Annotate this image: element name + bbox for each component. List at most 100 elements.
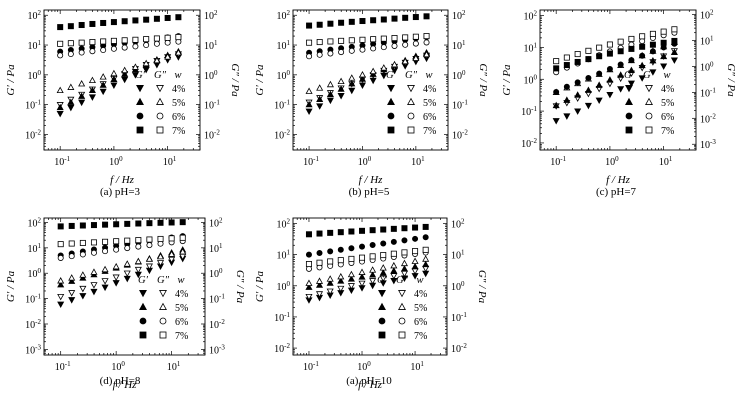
data-point xyxy=(121,76,129,84)
data-point xyxy=(359,36,366,43)
data-point xyxy=(110,69,118,77)
data-point xyxy=(628,35,635,42)
series-g-5- xyxy=(57,247,187,284)
y-tick-label-right: 100 xyxy=(209,267,223,280)
data-point xyxy=(617,71,625,78)
x-tick-label: 100 xyxy=(358,155,372,168)
data-point xyxy=(596,53,603,60)
legend-header-g-loss: G″ xyxy=(396,275,409,286)
data-point xyxy=(584,86,592,93)
data-point xyxy=(78,39,85,46)
data-point xyxy=(123,275,131,283)
data-point xyxy=(412,248,419,255)
data-point xyxy=(327,20,334,27)
series-g-7- xyxy=(553,37,678,72)
data-point xyxy=(422,260,430,268)
data-point xyxy=(99,88,107,96)
legend-marker-filled xyxy=(136,126,144,134)
data-point xyxy=(401,249,408,256)
data-point xyxy=(337,93,345,100)
series-g-4- xyxy=(57,253,187,301)
data-point xyxy=(402,14,409,21)
legend-marker-open xyxy=(407,97,415,105)
data-point xyxy=(563,113,571,120)
data-point xyxy=(164,39,171,46)
plot-frame xyxy=(292,217,448,356)
data-point xyxy=(628,45,635,52)
series-g-4- xyxy=(552,48,678,110)
data-point xyxy=(347,270,355,278)
data-point xyxy=(338,37,345,44)
data-point xyxy=(67,23,74,30)
legend-label: 7% xyxy=(423,126,436,137)
y-axis-title-right: G″ / Pa xyxy=(477,63,489,97)
legend-marker-open xyxy=(156,126,164,134)
data-point xyxy=(660,52,668,60)
data-point xyxy=(660,39,667,46)
legend-label: 4% xyxy=(661,84,674,95)
x-tick-label: 100 xyxy=(109,155,123,168)
series-g-4- xyxy=(305,270,430,304)
data-point xyxy=(412,235,419,242)
data-point xyxy=(563,83,570,90)
data-point xyxy=(121,66,129,74)
data-point xyxy=(390,267,398,274)
data-point xyxy=(179,234,186,241)
y-tick-label-right: 101 xyxy=(700,35,714,48)
data-point xyxy=(337,85,345,92)
data-point xyxy=(174,48,182,56)
data-point xyxy=(78,99,86,107)
data-point xyxy=(337,77,345,85)
y-tick-label-left: 10-2 xyxy=(25,318,41,331)
data-point xyxy=(131,63,139,70)
data-point xyxy=(660,63,668,70)
series-g-5- xyxy=(56,48,182,94)
data-point xyxy=(67,40,74,47)
data-point xyxy=(135,243,142,250)
data-point xyxy=(79,271,87,278)
y-axis-title-left: G′ / Pa xyxy=(5,64,17,96)
data-point xyxy=(617,86,625,93)
panel-caption: (a) pH=10 xyxy=(346,375,392,387)
data-point xyxy=(68,253,75,260)
legend-marker-filled xyxy=(378,290,386,298)
data-point xyxy=(358,273,366,280)
data-point xyxy=(411,268,419,275)
data-point xyxy=(305,293,313,301)
legend-label: 4% xyxy=(172,84,185,95)
series-g-5- xyxy=(552,38,678,95)
y-tick-label-left: 10-1 xyxy=(521,105,537,118)
data-point xyxy=(135,220,142,227)
data-point xyxy=(110,37,117,44)
data-point xyxy=(649,48,656,55)
data-point xyxy=(563,54,570,61)
data-point xyxy=(574,108,582,115)
data-point xyxy=(327,229,334,236)
data-point xyxy=(315,281,324,288)
x-tick-label: 10-1 xyxy=(55,360,71,373)
legend-marker-open xyxy=(645,112,653,120)
legend-label: 7% xyxy=(175,331,188,342)
data-point xyxy=(627,80,635,88)
legend-label: 5% xyxy=(172,98,185,109)
data-point xyxy=(639,52,646,59)
data-point xyxy=(412,40,419,47)
data-point xyxy=(305,231,312,238)
data-point xyxy=(67,98,75,105)
data-point xyxy=(88,76,96,84)
legend-marker-open xyxy=(645,97,653,105)
legend-marker-open xyxy=(407,126,415,134)
legend-header-g-storage: G′ xyxy=(138,275,149,286)
legend-label: 6% xyxy=(414,317,427,328)
legend-header-w: w xyxy=(663,70,670,81)
data-point xyxy=(348,228,355,235)
data-point xyxy=(595,97,603,105)
data-point xyxy=(391,15,398,22)
data-point xyxy=(110,82,118,89)
data-point xyxy=(79,239,86,246)
data-point xyxy=(67,83,75,90)
data-point xyxy=(390,225,397,232)
data-point xyxy=(423,39,430,46)
legend-marker-open xyxy=(398,331,406,339)
data-point xyxy=(305,261,312,268)
